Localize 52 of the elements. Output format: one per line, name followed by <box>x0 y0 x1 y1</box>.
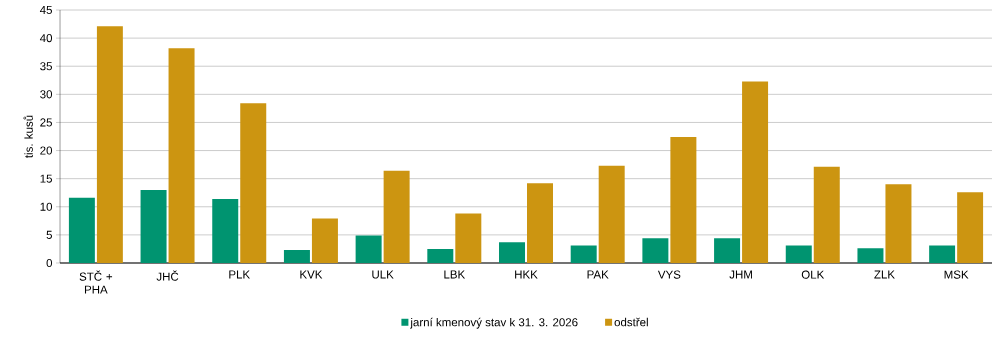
bar <box>499 242 525 263</box>
bar <box>957 192 984 263</box>
x-tick-label: PAK <box>587 270 609 279</box>
y-tick-label: 45 <box>39 6 52 15</box>
x-tick-label: HKK <box>515 270 538 279</box>
bar <box>311 218 338 263</box>
bar <box>355 235 382 263</box>
bar <box>140 189 167 263</box>
x-tick-label: MSK <box>944 270 969 279</box>
legend-label: jarní kmenový stav k 31. 3. 2026 <box>410 317 578 329</box>
bar <box>885 184 912 263</box>
bar <box>283 250 310 263</box>
bar <box>785 245 812 263</box>
bar <box>670 137 697 263</box>
x-tick-label: JHČ <box>156 270 179 281</box>
x-tick-label: JHM <box>729 270 752 279</box>
bar <box>68 197 95 263</box>
y-tick-label: 20 <box>40 146 53 155</box>
x-tick-label: STČ + PHA <box>79 270 113 294</box>
x-tick-label: VYS <box>657 270 681 279</box>
bar <box>212 198 239 263</box>
x-tick-label: ZLK <box>874 270 895 279</box>
y-tick-label: 30 <box>40 90 53 99</box>
y-tick-label: 0 <box>46 258 53 268</box>
y-tick-label: 35 <box>40 62 52 71</box>
bar <box>570 245 597 263</box>
bar <box>813 166 840 263</box>
y-tick-label: 5 <box>46 230 52 239</box>
bar <box>642 238 669 263</box>
y-axis-title: tis. kusů <box>23 115 33 158</box>
x-tick-label: LBK <box>444 270 466 279</box>
legend-label: odstřel <box>614 317 648 327</box>
bar <box>168 48 195 263</box>
x-tick-label: KVK <box>300 270 323 279</box>
bar <box>240 103 267 263</box>
x-tick-label: OLK <box>801 270 825 279</box>
bar <box>857 248 884 263</box>
y-tick-label: 40 <box>39 34 53 43</box>
y-tick-label: 15 <box>40 174 52 183</box>
bar <box>598 165 625 263</box>
x-tick-label: ULK <box>372 270 394 279</box>
bar <box>427 248 454 263</box>
bar <box>383 170 410 263</box>
bar <box>455 213 482 263</box>
bar <box>96 26 123 263</box>
bar <box>742 81 769 263</box>
y-tick-label: 25 <box>40 118 52 127</box>
bar <box>714 238 741 263</box>
bar <box>527 183 553 263</box>
bar <box>929 245 956 263</box>
x-tick-label: PLK <box>229 270 250 279</box>
y-tick-label: 10 <box>40 202 53 211</box>
